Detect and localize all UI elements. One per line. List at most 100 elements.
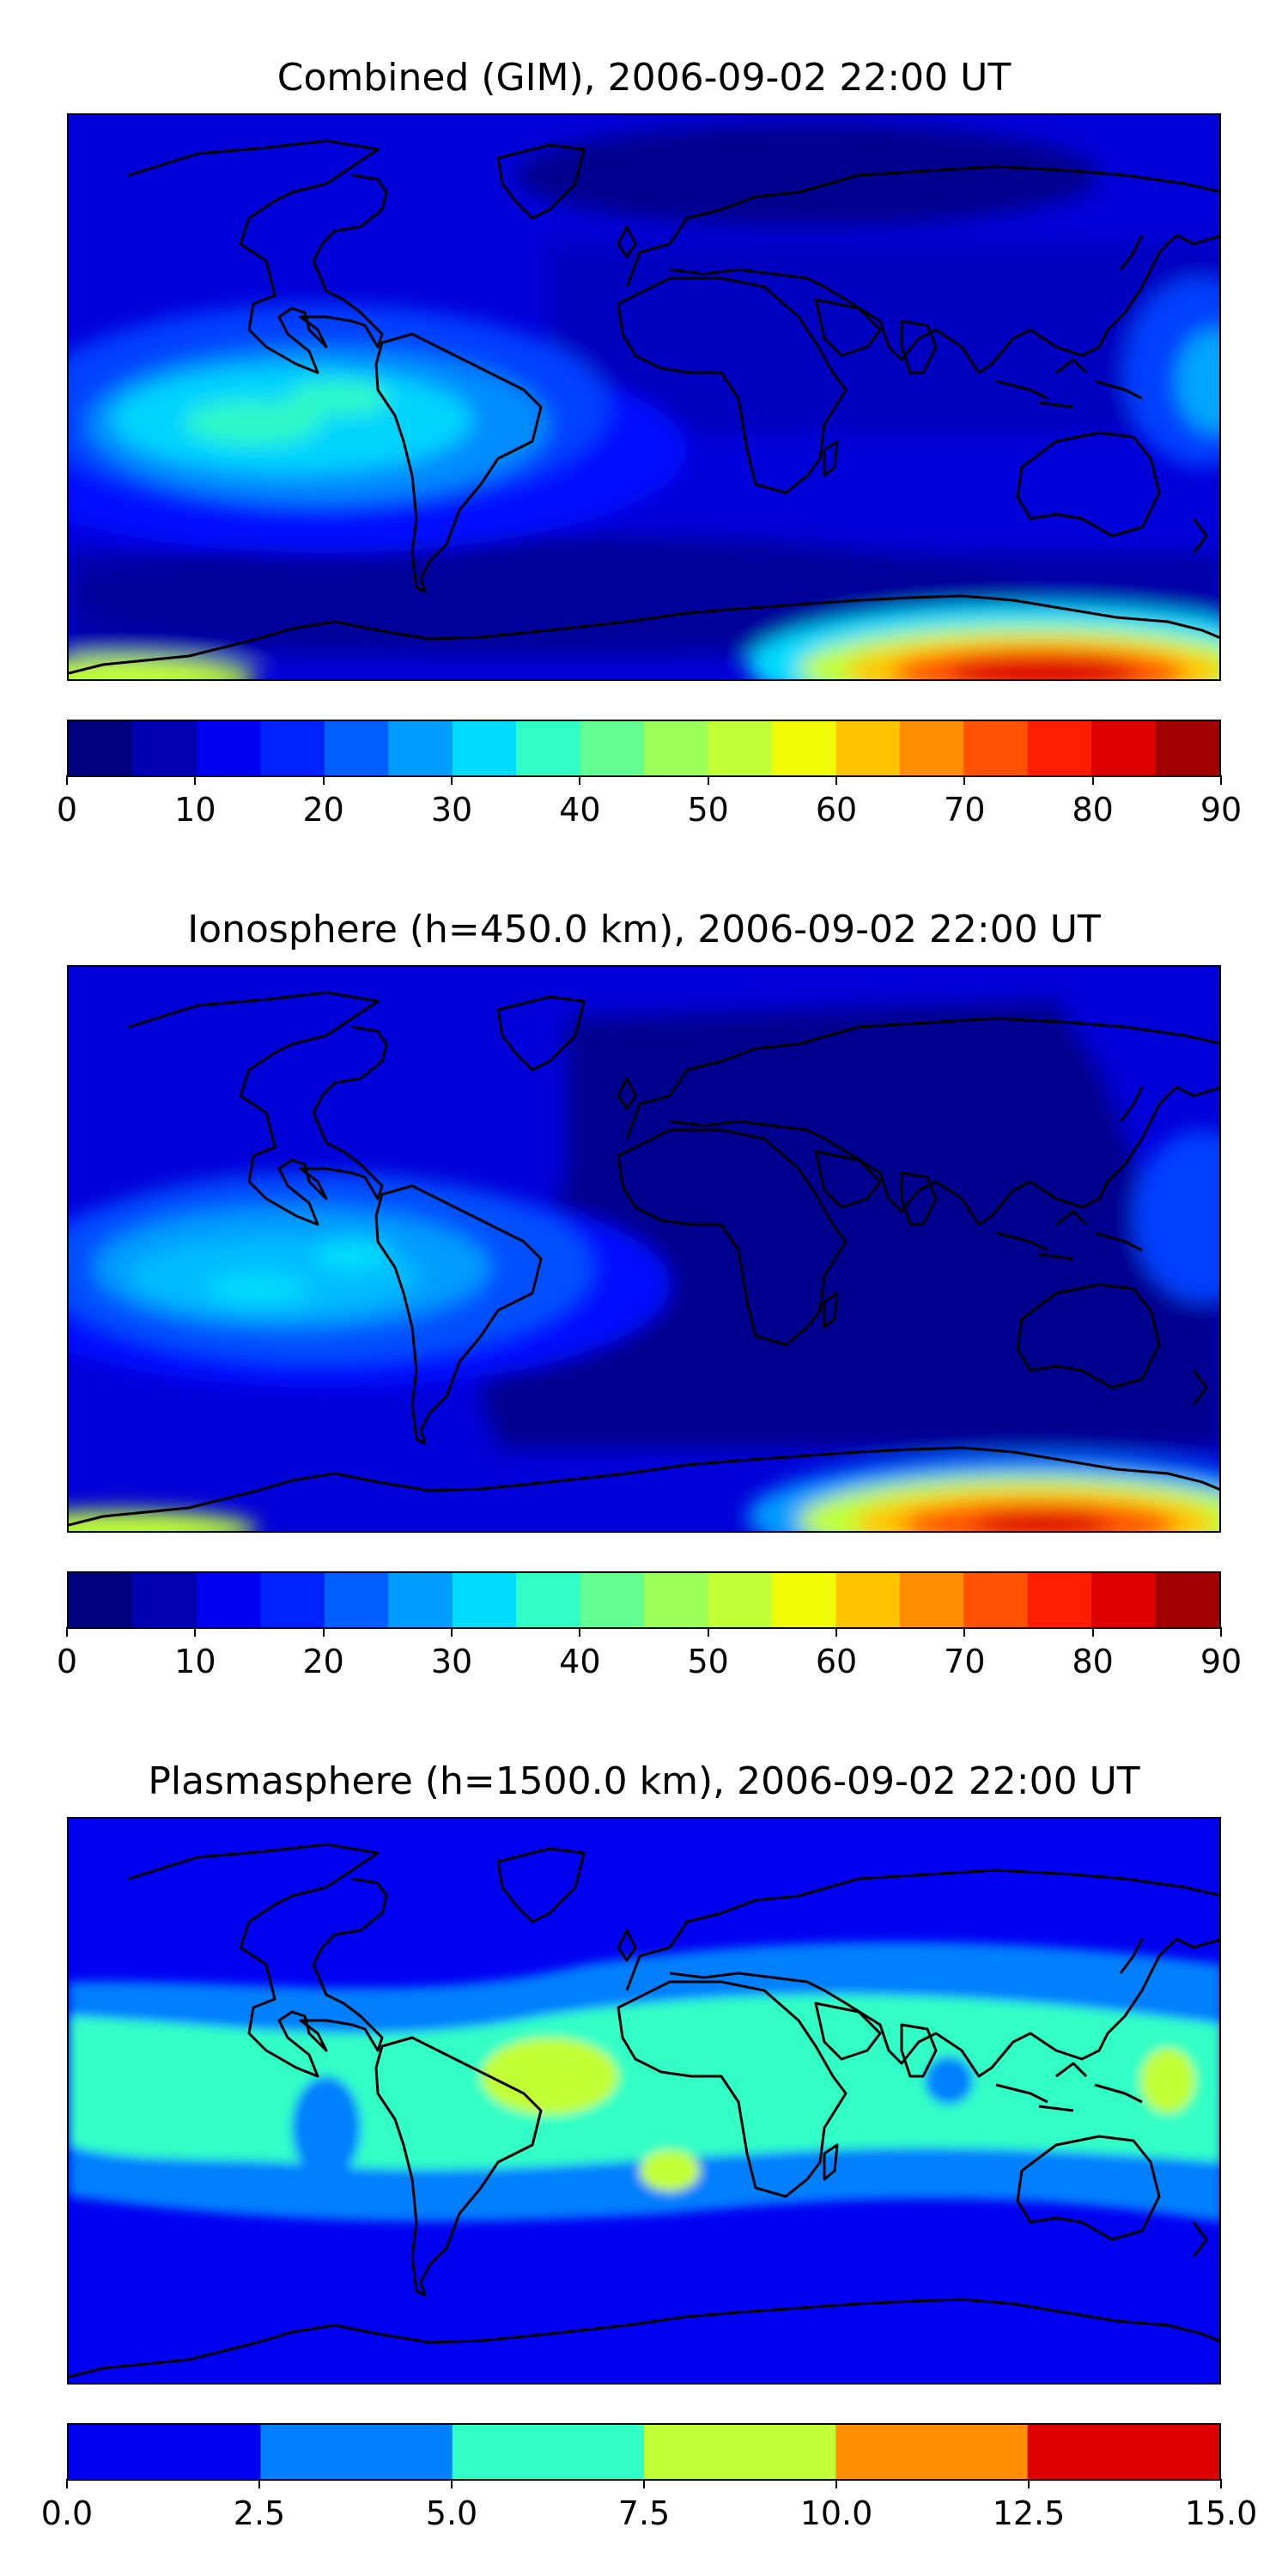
colorbar-tick-label: 10.0 xyxy=(799,2494,873,2532)
colorbar-swatch xyxy=(644,1573,709,1627)
colorbar-swatch xyxy=(69,2425,261,2479)
colorbar-tick-label: 30 xyxy=(430,1643,473,1680)
colorbar-swatch xyxy=(771,721,836,775)
colorbar-tick-label: 12.5 xyxy=(992,2494,1066,2532)
colorbar-tick xyxy=(194,1627,197,1637)
colorbar-swatch xyxy=(69,721,134,775)
colorbar-swatch xyxy=(1027,721,1092,775)
colorbar-swatch xyxy=(196,721,261,775)
colorbar-swatch xyxy=(452,721,517,775)
colorbar-tick xyxy=(963,775,966,785)
colorbar-tick-label: 70 xyxy=(944,1643,986,1680)
colorbar-tick-label: 7.5 xyxy=(617,2494,671,2532)
colorbar-swatch xyxy=(132,721,197,775)
colorbar-tick xyxy=(258,2479,260,2488)
colorbar-tick-label: 90 xyxy=(1200,1643,1242,1680)
colorbar-swatch xyxy=(899,1573,964,1627)
colorbar-tick xyxy=(1220,775,1222,785)
colorbar-swatch xyxy=(388,721,453,775)
colorbar-swatch xyxy=(452,1573,517,1627)
colorbar-tick-label: 40 xyxy=(559,791,601,829)
colorbar-tick xyxy=(579,775,581,785)
colorbar-swatch xyxy=(644,721,709,775)
colorbar-swatch xyxy=(260,721,325,775)
colorbar-swatch xyxy=(835,721,901,775)
colorbar-tick-label: 40 xyxy=(559,1643,601,1680)
colorbar-swatch xyxy=(771,1573,836,1627)
colorbar-swatch xyxy=(1091,1573,1157,1627)
colorbar-tick xyxy=(1028,2479,1030,2488)
colorbar-ticks-combined: 0 10 20 30 40 50 60 70 80 90 xyxy=(57,775,1242,829)
panel-title-ionosphere: Ionosphere (h=450.0 km), 2006-09-02 22:0… xyxy=(187,908,1101,951)
colorbar-swatch xyxy=(516,721,581,775)
panel-title-plasmasphere: Plasmasphere (h=1500.0 km), 2006-09-02 2… xyxy=(148,1759,1140,1803)
colorbar-swatch xyxy=(324,1573,389,1627)
colorbar-tick-label: 70 xyxy=(944,791,986,829)
colorbar-swatch xyxy=(835,1573,901,1627)
colorbar-ticks-ionosphere: 0 10 20 30 40 50 60 70 80 90 xyxy=(57,1627,1242,1680)
colorbar-tick xyxy=(835,2479,837,2488)
colorbar-swatch xyxy=(708,721,773,775)
colorbar-tick xyxy=(66,775,68,785)
colorbar-tick-label: 5.0 xyxy=(425,2494,478,2532)
colorbar-tick xyxy=(1091,1627,1094,1637)
colorbar-tick xyxy=(451,775,453,785)
colorbar-swatch xyxy=(708,1573,773,1627)
colorbar-tick xyxy=(835,775,837,785)
colorbar-tick xyxy=(66,1627,68,1637)
colorbar-tick xyxy=(66,2479,68,2488)
colorbar-tick-label: 80 xyxy=(1072,791,1114,829)
colorbar-tick-label: 10 xyxy=(174,791,216,829)
colorbar-tick xyxy=(707,775,709,785)
colorbar-swatch xyxy=(388,1573,453,1627)
colorbar-swatch xyxy=(324,721,389,775)
colorbar-swatch xyxy=(196,1573,261,1627)
colorbar-tick-label: 80 xyxy=(1072,1643,1114,1680)
colorbar-swatch xyxy=(516,1573,581,1627)
colorbar-swatch xyxy=(1091,721,1157,775)
colorbar-tick-label: 2.5 xyxy=(233,2494,286,2532)
colorbar-tick xyxy=(707,1627,709,1637)
colorbar-tick xyxy=(1091,775,1094,785)
colorbar-swatch xyxy=(1155,721,1219,775)
colorbar-swatch xyxy=(69,1573,134,1627)
map-combined xyxy=(67,113,1221,681)
colorbar-swatch xyxy=(452,2425,645,2479)
panel-title-combined: Combined (GIM), 2006-09-02 22:00 UT xyxy=(276,56,1012,100)
colorbar-plasmasphere xyxy=(67,2423,1221,2481)
colorbar-tick xyxy=(194,775,197,785)
map-ionosphere xyxy=(67,965,1221,1533)
colorbar-tick xyxy=(835,1627,837,1637)
colorbar-swatch xyxy=(963,1573,1029,1627)
colorbar-swatch xyxy=(899,721,964,775)
colorbar-tick xyxy=(322,775,325,785)
colorbar-tick-label: 0 xyxy=(56,791,78,829)
colorbar-swatch xyxy=(580,721,645,775)
colorbar-tick-label: 90 xyxy=(1200,791,1242,829)
colorbar-swatch xyxy=(260,2425,453,2479)
colorbar-swatch xyxy=(835,2425,1029,2479)
colorbar-tick xyxy=(643,2479,645,2488)
colorbar-ionosphere xyxy=(67,1571,1221,1629)
colorbar-tick xyxy=(451,1627,453,1637)
map-plasmasphere xyxy=(67,1817,1221,2385)
colorbar-tick-label: 10 xyxy=(174,1643,216,1680)
colorbar-tick-label: 15.0 xyxy=(1184,2494,1258,2532)
colorbar-tick-label: 30 xyxy=(430,791,473,829)
colorbar-tick xyxy=(963,1627,966,1637)
colorbar-tick xyxy=(1220,2479,1222,2488)
colorbar-tick xyxy=(579,1627,581,1637)
colorbar-tick-label: 60 xyxy=(815,791,858,829)
colorbar-tick-label: 50 xyxy=(687,791,729,829)
colorbar-tick xyxy=(1220,1627,1222,1637)
colorbar-tick-label: 60 xyxy=(815,1643,858,1680)
colorbar-swatch xyxy=(1155,1573,1219,1627)
colorbar-combined xyxy=(67,720,1221,777)
colorbar-swatch xyxy=(132,1573,197,1627)
colorbar-swatch xyxy=(580,1573,645,1627)
colorbar-tick-label: 50 xyxy=(687,1643,729,1680)
colorbar-tick xyxy=(451,2479,453,2488)
colorbar-tick xyxy=(322,1627,325,1637)
colorbar-swatch xyxy=(963,721,1029,775)
colorbar-tick-label: 0 xyxy=(56,1643,78,1680)
